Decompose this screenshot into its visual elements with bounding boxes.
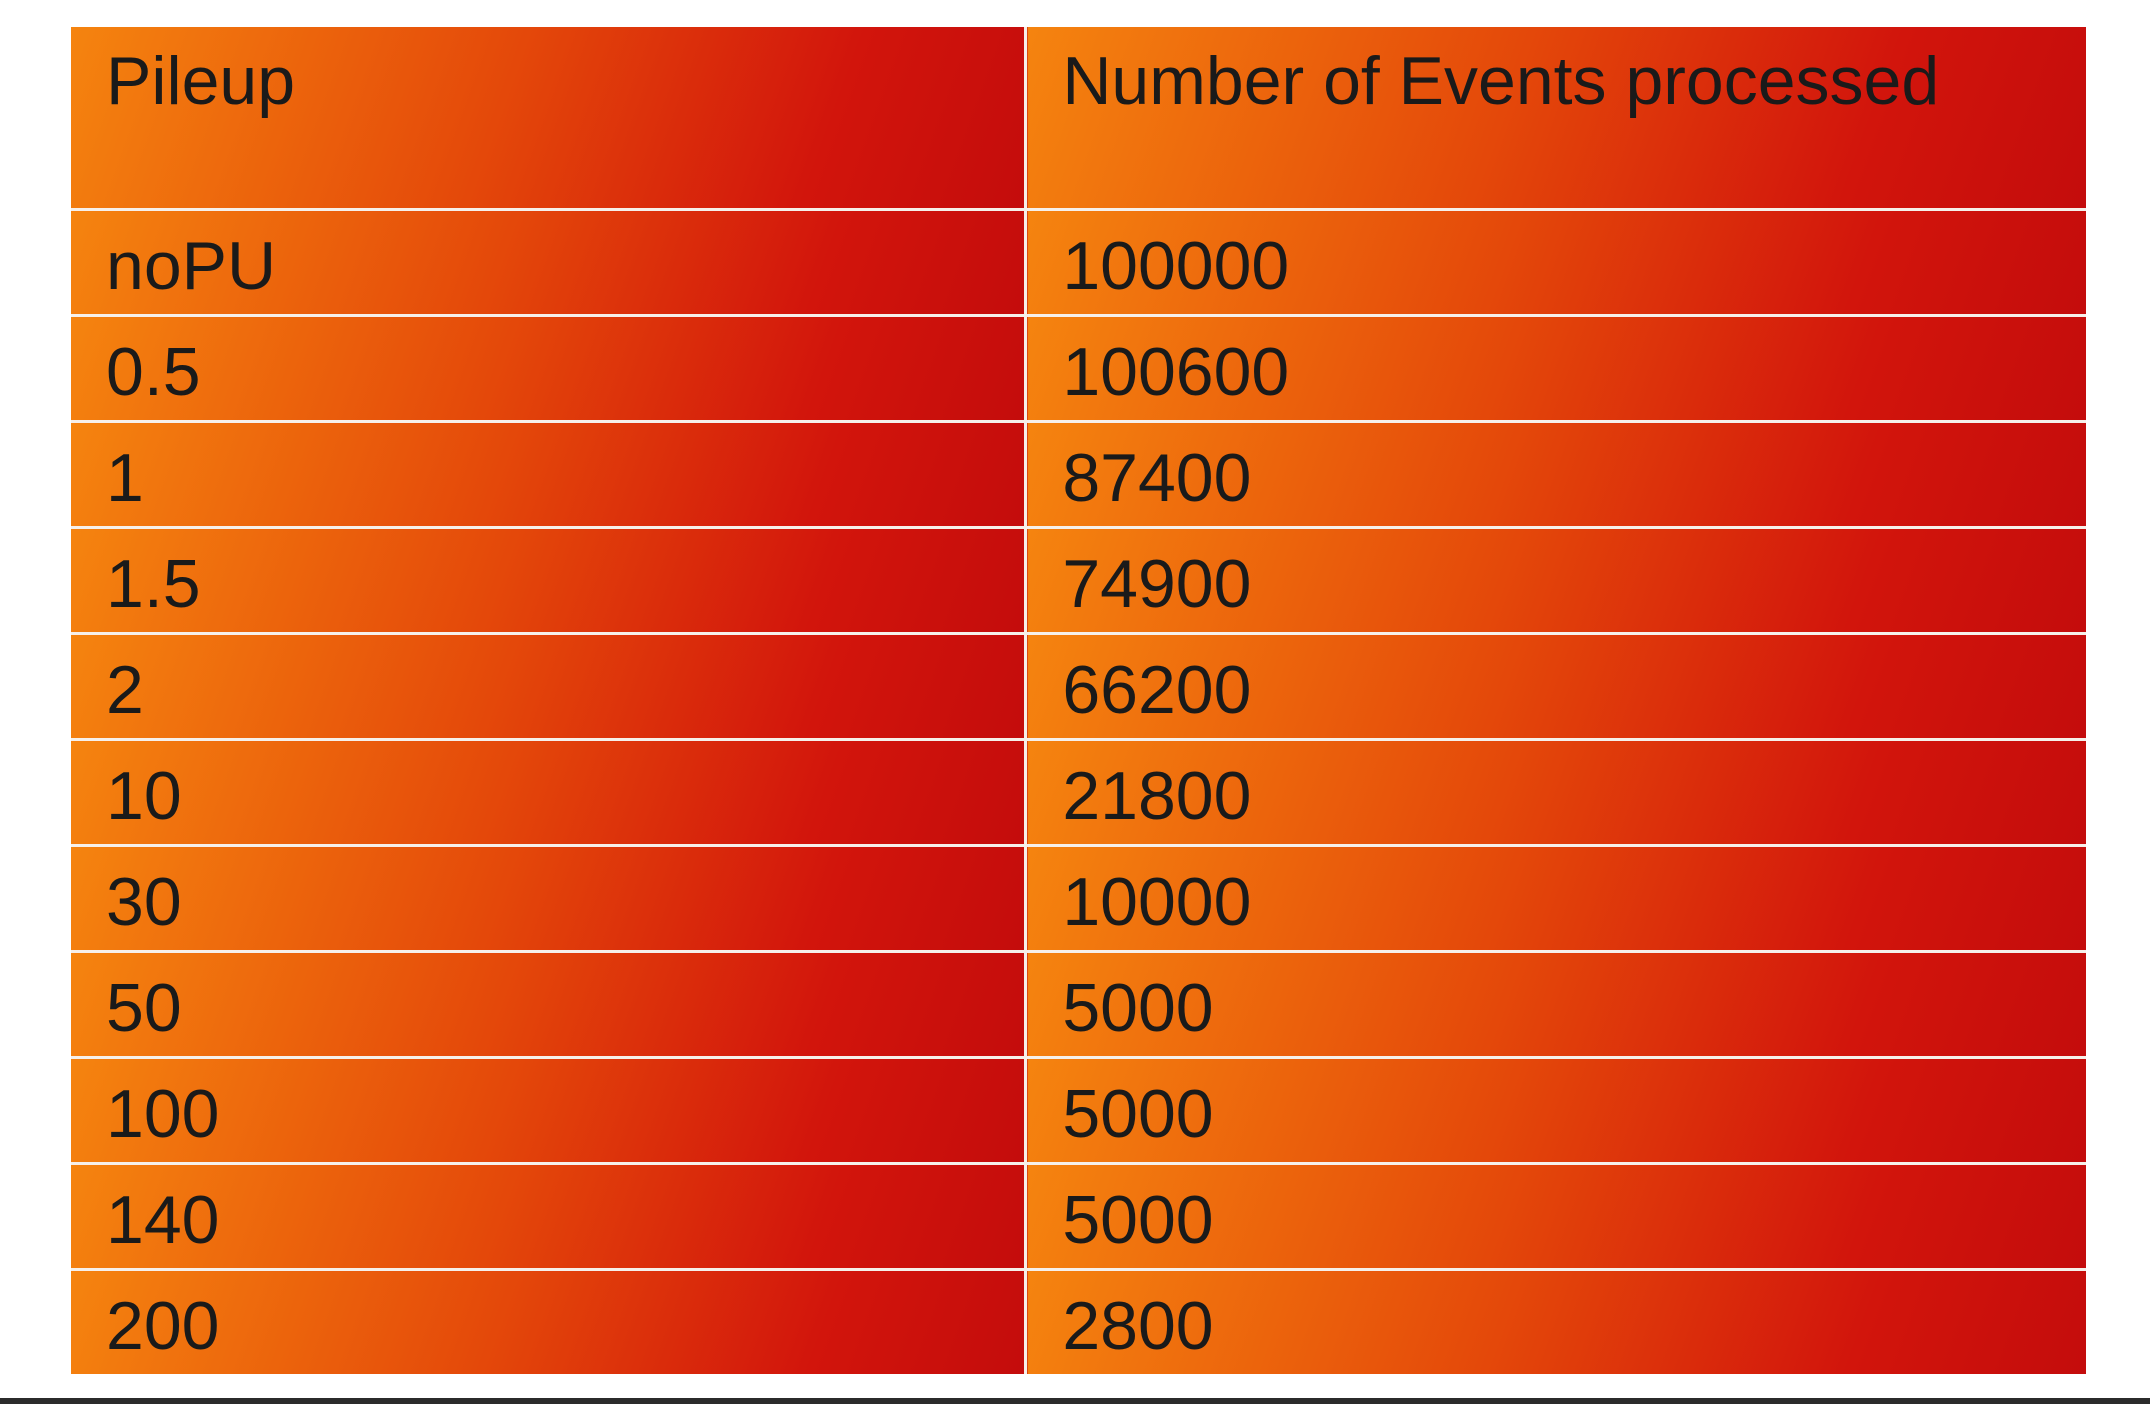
pileup-value: 200 [106,1288,220,1364]
table-row: 140 5000 [71,1162,2086,1271]
events-value: 5000 [1062,1182,1214,1258]
pileup-cell: 50 [71,950,1028,1059]
pileup-events-table: Pileup Number of Events processed noPU 10… [71,27,2086,1374]
table-row: 1.5 74900 [71,526,2086,635]
table-row: 10 21800 [71,738,2086,847]
events-value: 100600 [1062,334,1290,410]
pileup-value: 2 [106,652,144,728]
events-cell: 87400 [1024,420,2086,529]
pileup-cell: 140 [71,1162,1028,1271]
table-row: 1 87400 [71,420,2086,529]
pileup-value: 140 [106,1182,220,1258]
events-value: 66200 [1062,652,1252,728]
events-value: 74900 [1062,546,1252,622]
events-cell: 100600 [1024,314,2086,423]
pileup-cell: 0.5 [71,314,1028,423]
events-cell: 66200 [1024,632,2086,741]
header-label-pileup: Pileup [106,43,296,119]
pileup-value: 1.5 [106,546,201,622]
pileup-value: 50 [106,970,182,1046]
table-row: 0.5 100600 [71,314,2086,423]
events-cell: 74900 [1024,526,2086,635]
events-cell: 5000 [1024,1162,2086,1271]
table-row: 200 2800 [71,1268,2086,1374]
table-header-row: Pileup Number of Events processed [71,27,2086,211]
events-value: 5000 [1062,970,1214,1046]
events-cell: 5000 [1024,1056,2086,1165]
events-cell: 2800 [1024,1268,2086,1374]
pileup-cell: 100 [71,1056,1028,1165]
events-cell: 100000 [1024,208,2086,317]
pileup-value: 30 [106,864,182,940]
pileup-value: 1 [106,440,144,516]
table-row: 30 10000 [71,844,2086,953]
events-value: 87400 [1062,440,1252,516]
header-cell-events: Number of Events processed [1024,27,2086,211]
pileup-value: 100 [106,1076,220,1152]
events-cell: 10000 [1024,844,2086,953]
pileup-cell: 200 [71,1268,1028,1374]
events-cell: 5000 [1024,950,2086,1059]
pileup-cell: noPU [71,208,1028,317]
pileup-cell: 1 [71,420,1028,529]
pileup-cell: 30 [71,844,1028,953]
pileup-value: 10 [106,758,182,834]
events-value: 21800 [1062,758,1252,834]
events-value: 5000 [1062,1076,1214,1152]
header-label-events: Number of Events processed [1062,43,1940,119]
bottom-divider [0,1398,2150,1404]
pileup-cell: 1.5 [71,526,1028,635]
table-row: 50 5000 [71,950,2086,1059]
table-row: 100 5000 [71,1056,2086,1165]
table-row: 2 66200 [71,632,2086,741]
pileup-value: 0.5 [106,334,201,410]
table-row: noPU 100000 [71,208,2086,317]
table-body: Pileup Number of Events processed noPU 10… [71,27,2086,1374]
events-cell: 21800 [1024,738,2086,847]
events-value: 10000 [1062,864,1252,940]
events-value: 2800 [1062,1288,1214,1364]
header-cell-pileup: Pileup [71,27,1028,211]
pileup-cell: 2 [71,632,1028,741]
pileup-cell: 10 [71,738,1028,847]
events-value: 100000 [1062,228,1290,304]
pileup-value: noPU [106,228,277,304]
